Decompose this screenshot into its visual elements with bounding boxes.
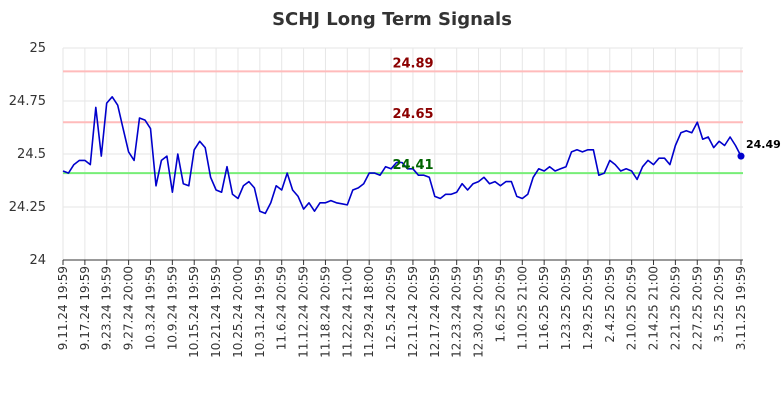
x-tick-label: 10.21.24 19:59 <box>209 266 223 358</box>
x-tick-label: 11.22.24 21:00 <box>340 266 354 358</box>
last-value-label: 24.49 <box>746 138 781 151</box>
x-tick-label: 3.11.25 19:59 <box>734 266 748 350</box>
x-tick-label: 12.11.24 20:59 <box>406 266 420 358</box>
reference-line-label: 24.41 <box>392 158 433 173</box>
x-tick-label: 10.25.24 20:00 <box>231 266 245 358</box>
x-tick-label: 2.14.25 21:00 <box>647 266 661 350</box>
x-tick-label: 9.11.24 19:59 <box>56 266 70 350</box>
x-tick-label: 9.23.24 19:59 <box>100 266 114 350</box>
chart-title: SCHJ Long Term Signals <box>272 9 512 30</box>
y-tick-label: 24 <box>29 253 46 268</box>
x-tick-label: 2.21.25 20:59 <box>668 266 682 350</box>
grid <box>62 47 743 261</box>
x-tick-label: 12.23.24 20:59 <box>450 266 464 358</box>
x-tick-label: 2.4.25 20:59 <box>603 266 617 343</box>
x-tick-label: 1.10.25 21:00 <box>515 266 529 350</box>
labels: 24.89 24.65 24.41 24.49 <box>392 56 780 173</box>
x-tick-label: 2.10.25 20:59 <box>625 266 639 350</box>
x-tick-label: 1.6.25 20:59 <box>493 266 507 343</box>
x-tick-label: 10.31.24 19:59 <box>253 266 267 358</box>
x-tick-label: 9.27.24 20:00 <box>122 266 136 350</box>
x-tick-label: 2.27.25 20:59 <box>690 266 704 350</box>
x-tick-label: 9.17.24 19:59 <box>78 266 92 350</box>
x-tick-label: 1.23.25 20:59 <box>559 266 573 350</box>
x-tick-label: 11.18.24 20:59 <box>318 266 332 358</box>
y-tick-label: 24.25 <box>9 200 46 215</box>
last-point-marker <box>737 152 745 160</box>
reference-line-label: 24.65 <box>392 107 433 122</box>
x-tick-label: 11.6.24 20:59 <box>275 266 289 350</box>
series <box>62 96 745 215</box>
reference-lines <box>63 70 743 175</box>
x-tick-label: 10.3.24 19:59 <box>143 266 157 350</box>
x-tick-label: 11.12.24 20:59 <box>297 266 311 358</box>
x-tick-label: 3.5.25 20:59 <box>712 266 726 343</box>
x-tick-label: 10.15.24 19:59 <box>187 266 201 358</box>
x-tick-label: 12.30.24 20:59 <box>472 266 486 358</box>
x-tick-label: 1.16.25 20:59 <box>537 266 551 350</box>
x-tick-label: 10.9.24 19:59 <box>165 266 179 350</box>
x-tick-label: 11.29.24 18:00 <box>362 266 376 358</box>
x-tick-label: 1.29.25 20:59 <box>581 266 595 350</box>
x-tick-label: 12.5.24 20:59 <box>384 266 398 350</box>
price-line <box>62 96 742 215</box>
y-tick-label: 24.75 <box>9 94 46 109</box>
reference-line-label: 24.89 <box>392 56 433 71</box>
axes: 24 24.25 24.5 24.75 25 9.11.24 19:59 9.17.24 1… <box>9 41 748 358</box>
y-tick-label: 24.5 <box>17 147 46 162</box>
y-tick-label: 25 <box>29 41 46 56</box>
x-tick-label: 12.17.24 20:59 <box>428 266 442 358</box>
